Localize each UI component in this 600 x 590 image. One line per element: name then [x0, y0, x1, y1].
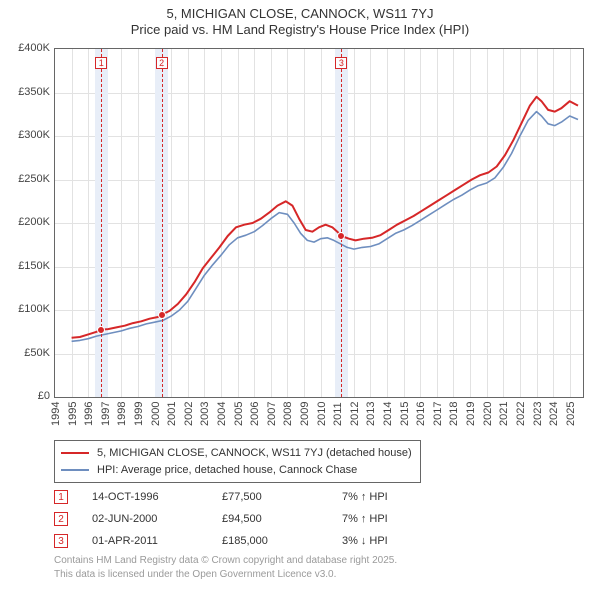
x-tick-label: 2020: [482, 402, 494, 426]
y-tick-label: £0: [8, 390, 50, 402]
x-tick-label: 1996: [83, 402, 95, 426]
legend-swatch: [61, 469, 89, 471]
x-tick-label: 1994: [50, 402, 62, 426]
y-tick-label: £350K: [8, 86, 50, 98]
sale-marker-box: 1: [95, 57, 107, 69]
chart-wrap: 1 2 3 £0 £50K £100K £150K £200K £250K £300K £350K…: [8, 46, 592, 436]
x-tick-label: 1998: [116, 402, 128, 426]
x-tick-label: 2000: [150, 402, 162, 426]
sale-pct: 7%: [342, 491, 358, 503]
sale-suffix: HPI: [369, 535, 387, 547]
arrow-down-icon: ↓: [361, 535, 367, 547]
sale-marker-number: 2: [54, 512, 68, 526]
sale-price: £185,000: [222, 535, 342, 547]
series-svg: [55, 49, 583, 397]
x-tick-label: 2004: [216, 402, 228, 426]
sale-pct: 3%: [342, 535, 358, 547]
x-tick-label: 1997: [100, 402, 112, 426]
x-tick-label: 2019: [465, 402, 477, 426]
sales-row: 2 02-JUN-2000£94,5007%↑HPI: [54, 508, 388, 530]
legend-swatch: [61, 452, 89, 454]
sale-marker-line: [162, 49, 163, 397]
series-property: [72, 97, 578, 338]
x-tick-label: 2002: [183, 402, 195, 426]
y-tick-label: £100K: [8, 303, 50, 315]
chart-title-block: 5, MICHIGAN CLOSE, CANNOCK, WS11 7YJ Pri…: [0, 0, 600, 39]
sales-row: 1 14-OCT-1996£77,5007%↑HPI: [54, 486, 388, 508]
x-tick-label: 2011: [332, 402, 344, 426]
x-tick-label: 1999: [133, 402, 145, 426]
x-tick-label: 2005: [233, 402, 245, 426]
x-tick-label: 2016: [415, 402, 427, 426]
x-tick-label: 2010: [316, 402, 328, 426]
legend: 5, MICHIGAN CLOSE, CANNOCK, WS11 7YJ (de…: [54, 440, 421, 483]
sale-marker-number: 3: [54, 534, 68, 548]
sale-dot: [158, 311, 166, 319]
x-tick-label: 2001: [166, 402, 178, 426]
x-tick-label: 2025: [565, 402, 577, 426]
sale-marker-number: 1: [54, 490, 68, 504]
arrow-up-icon: ↑: [361, 513, 367, 525]
x-tick-label: 2007: [266, 402, 278, 426]
sale-date: 01-APR-2011: [92, 535, 222, 547]
x-tick-label: 2018: [448, 402, 460, 426]
chart-title-line1: 5, MICHIGAN CLOSE, CANNOCK, WS11 7YJ: [0, 6, 600, 22]
y-tick-label: £300K: [8, 129, 50, 141]
sale-dot: [97, 326, 105, 334]
series-hpi: [72, 112, 578, 342]
footer-line1: Contains HM Land Registry data © Crown c…: [54, 554, 397, 568]
sale-price: £94,500: [222, 513, 342, 525]
sales-table: 114-OCT-1996£77,5007%↑HPI202-JUN-2000£94…: [54, 486, 388, 552]
sale-suffix: HPI: [369, 513, 387, 525]
sale-delta: 7%↑HPI: [342, 513, 388, 525]
legend-row: HPI: Average price, detached house, Cann…: [61, 462, 412, 479]
sale-dot: [337, 232, 345, 240]
sale-delta: 7%↑HPI: [342, 491, 388, 503]
y-tick-label: £200K: [8, 216, 50, 228]
y-tick-label: £250K: [8, 173, 50, 185]
sale-marker-box: 2: [156, 57, 168, 69]
x-tick-label: 2022: [515, 402, 527, 426]
chart-title-line2: Price paid vs. HM Land Registry's House …: [0, 22, 600, 38]
sale-suffix: HPI: [369, 491, 387, 503]
x-tick-label: 2009: [299, 402, 311, 426]
legend-label: 5, MICHIGAN CLOSE, CANNOCK, WS11 7YJ (de…: [97, 445, 412, 462]
x-tick-label: 2021: [498, 402, 510, 426]
footer-line2: This data is licensed under the Open Gov…: [54, 568, 397, 582]
x-tick-label: 2003: [199, 402, 211, 426]
sale-delta: 3%↓HPI: [342, 535, 388, 547]
y-tick-label: £150K: [8, 260, 50, 272]
x-tick-label: 2015: [399, 402, 411, 426]
x-tick-label: 2024: [548, 402, 560, 426]
x-tick-label: 2012: [349, 402, 361, 426]
arrow-up-icon: ↑: [361, 491, 367, 503]
sale-date: 14-OCT-1996: [92, 491, 222, 503]
plot-area: 1 2 3: [54, 48, 584, 398]
sale-price: £77,500: [222, 491, 342, 503]
x-tick-label: 2008: [282, 402, 294, 426]
sale-marker-line: [101, 49, 102, 397]
x-tick-label: 2014: [382, 402, 394, 426]
x-tick-label: 2006: [249, 402, 261, 426]
sale-date: 02-JUN-2000: [92, 513, 222, 525]
y-tick-label: £400K: [8, 42, 50, 54]
x-tick-label: 2017: [432, 402, 444, 426]
legend-row: 5, MICHIGAN CLOSE, CANNOCK, WS11 7YJ (de…: [61, 445, 412, 462]
x-tick-label: 1995: [67, 402, 79, 426]
sales-row: 3 01-APR-2011£185,0003%↓HPI: [54, 530, 388, 552]
sale-marker-line: [341, 49, 342, 397]
sale-marker-box: 3: [335, 57, 347, 69]
sale-pct: 7%: [342, 513, 358, 525]
legend-label: HPI: Average price, detached house, Cann…: [97, 462, 357, 479]
x-tick-label: 2023: [532, 402, 544, 426]
footer: Contains HM Land Registry data © Crown c…: [54, 554, 397, 581]
x-tick-label: 2013: [365, 402, 377, 426]
y-tick-label: £50K: [8, 347, 50, 359]
